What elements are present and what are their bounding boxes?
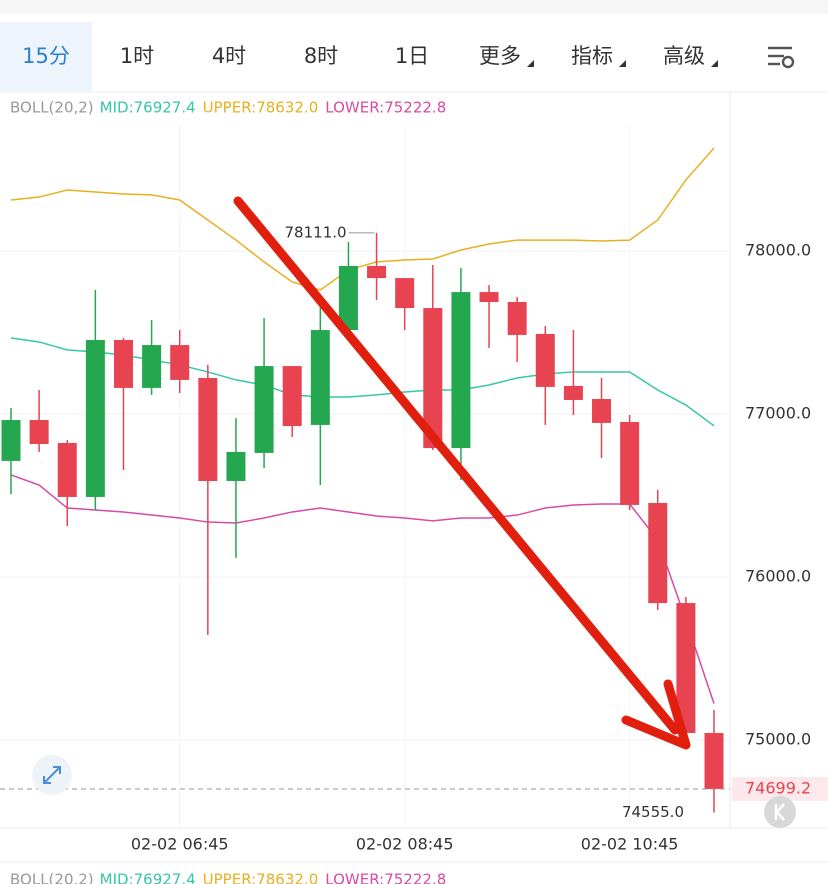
status-bar (0, 0, 828, 14)
candle-body (479, 292, 499, 303)
y-tick-label: 78000.0 (745, 240, 811, 259)
candle-body (395, 278, 415, 309)
reset-button[interactable] (764, 796, 796, 828)
indicator-name: BOLL(20,2) (10, 99, 94, 117)
y-tick-label: 75000.0 (745, 729, 811, 748)
indicator-value: MID:76927.4 (100, 871, 196, 884)
high-label: 78111.0 (285, 223, 347, 241)
candle-body (592, 398, 612, 423)
candle-body (507, 302, 527, 335)
candle-body (338, 265, 358, 331)
indicator-value: UPPER:78632.0 (203, 99, 319, 117)
tab[interactable]: 高级 (663, 44, 705, 68)
low-label: 74555.0 (622, 803, 684, 821)
last-price-label: 74699.2 (745, 779, 811, 798)
candle-body (367, 265, 387, 279)
candle-body (142, 345, 162, 388)
indicator-value: MID:76927.4 (100, 99, 196, 117)
indicator-value: LOWER:75222.8 (325, 871, 446, 884)
candle-body (620, 421, 640, 505)
candle-body (1, 420, 21, 461)
tab[interactable]: 8时 (304, 44, 338, 68)
candle-body (535, 333, 555, 387)
candle-body (29, 420, 49, 444)
band-line (10, 474, 715, 704)
settings-icon[interactable] (768, 46, 795, 69)
expand-button[interactable] (32, 755, 72, 795)
tab[interactable]: 指标 (571, 44, 613, 68)
tab[interactable]: 更多 (479, 44, 521, 68)
indicator-name: BOLL(20,2) (10, 871, 94, 884)
candle-body (648, 502, 668, 604)
tab[interactable]: 4时 (212, 44, 246, 68)
dropdown-mark (527, 60, 534, 67)
candle-body (85, 339, 105, 497)
dropdown-mark (619, 60, 626, 67)
candle-body (676, 603, 696, 733)
candle-body (113, 339, 133, 388)
candle-body (451, 292, 471, 449)
x-tick-label: 02-02 10:45 (581, 835, 679, 854)
candle-body (170, 345, 190, 380)
candle-body (226, 451, 246, 481)
indicator-value: LOWER:75222.8 (325, 99, 446, 117)
candle-body (704, 732, 724, 790)
tab[interactable]: 1时 (120, 44, 154, 68)
candle-body (198, 377, 218, 481)
y-tick-label: 77000.0 (745, 403, 811, 422)
candle-body (57, 443, 77, 497)
tab-active-bg (0, 22, 92, 92)
candle-body (423, 308, 443, 449)
y-tick-label: 76000.0 (745, 566, 811, 585)
tab[interactable]: 15分 (22, 44, 70, 68)
x-tick-label: 02-02 06:45 (131, 835, 229, 854)
candle-body (310, 330, 330, 425)
band-line (10, 147, 715, 291)
candle-body (282, 366, 302, 427)
indicator-value: UPPER:78632.0 (203, 871, 319, 884)
plot: 75000.0 76000.0 77000.0 78000.0 02-02 06:45 0… (0, 125, 828, 854)
tab[interactable]: 1日 (395, 44, 429, 68)
candle-body (254, 366, 274, 453)
dropdown-mark (711, 60, 718, 67)
x-tick-label: 02-02 08:45 (356, 835, 454, 854)
trend-arrow (233, 196, 691, 750)
candle-body (563, 385, 583, 400)
